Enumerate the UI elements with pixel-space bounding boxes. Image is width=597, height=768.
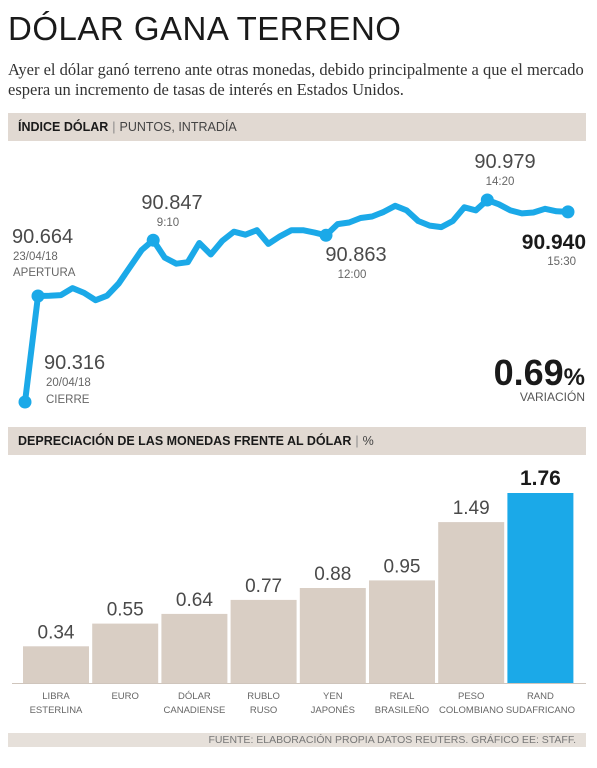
- category-label: PESO: [458, 691, 484, 702]
- category-label: BRASILEÑO: [375, 705, 429, 716]
- bar-value-label: 0.55: [107, 600, 144, 621]
- heading-separator: |: [112, 120, 116, 134]
- bar: [92, 623, 159, 683]
- category-label: CANADIENSE: [164, 705, 226, 716]
- bar: [161, 613, 228, 683]
- highlight-point: [18, 395, 32, 409]
- close-date-label: 20/04/18: [46, 377, 91, 389]
- heading-separator: |: [355, 434, 359, 448]
- variation-box: 0.69% VARIACIÓN: [494, 352, 585, 404]
- midday-time-label: 12:00: [338, 269, 367, 281]
- bar-chart-heading: DEPRECIACIÓN DE LAS MONEDAS FRENTE AL DÓ…: [8, 427, 586, 455]
- last-time-label: 15:30: [547, 256, 576, 268]
- bar: [438, 522, 505, 683]
- high-value-label: 90.979: [474, 151, 535, 173]
- bar-value-label: 1.49: [453, 498, 490, 519]
- bar: [230, 599, 297, 683]
- variation-label: VARIACIÓN: [519, 390, 585, 404]
- category-label: RUBLO: [247, 691, 280, 702]
- bar: [369, 580, 435, 683]
- category-label: RAND: [527, 691, 554, 702]
- bar-value-label: 0.88: [314, 564, 351, 585]
- open-value-label: 90.664: [12, 226, 73, 248]
- highlight-point: [31, 289, 45, 303]
- category-label: YEN: [323, 691, 343, 702]
- high-time-label: 14:20: [486, 176, 515, 188]
- line-chart-heading: ÍNDICE DÓLAR | PUNTOS, INTRADÍA: [8, 113, 586, 141]
- bar-chart-heading-units: %: [362, 434, 374, 448]
- highlight-point: [561, 205, 575, 219]
- open-date-label: 23/04/18: [13, 251, 58, 263]
- bar-value-label: 0.64: [176, 590, 213, 611]
- highlight-point: [480, 193, 494, 207]
- variation-unit: %: [563, 364, 585, 391]
- line-chart-heading-bold: ÍNDICE DÓLAR: [18, 120, 109, 134]
- bar-chart-heading-bold: DEPRECIACIÓN DE LAS MONEDAS FRENTE AL DÓ…: [18, 434, 352, 448]
- close-caption-label: CIERRE: [46, 394, 90, 406]
- category-label: EURO: [111, 691, 138, 702]
- bar-value-label: 0.34: [38, 622, 75, 643]
- bar-value-label: 0.77: [245, 576, 282, 597]
- midday-value-label: 90.863: [325, 244, 386, 266]
- highlight-points: [18, 193, 575, 409]
- category-label: ESTERLINA: [30, 705, 83, 716]
- category-label: JAPONÉS: [311, 705, 355, 716]
- line-chart-heading-units: PUNTOS, INTRADÍA: [119, 120, 237, 134]
- highlight-point: [319, 228, 333, 242]
- category-label: DÓLAR: [178, 691, 211, 702]
- bar: [299, 588, 366, 683]
- intro-text: Ayer el dólar ganó terreno ante otras mo…: [8, 60, 584, 99]
- bar-value-label: 1.76: [520, 467, 561, 490]
- dollar-index-line: [22, 197, 571, 405]
- category-label: RUSO: [250, 705, 277, 716]
- source-note: FUENTE: ELABORACIÓN PROPIA DATOS REUTERS…: [8, 733, 586, 747]
- last-value-label: 90.940: [522, 231, 586, 254]
- dollar-index-line-chart: 90.664 23/04/18 APERTURA 90.316 20/04/18…: [12, 151, 586, 409]
- highlight-point: [146, 233, 160, 247]
- category-label: COLOMBIANO: [439, 705, 503, 716]
- bar-value-label: 0.95: [384, 556, 421, 577]
- category-label: SUDAFRICANO: [506, 705, 575, 716]
- page-title: DÓLAR GANA TERRENO: [8, 10, 402, 47]
- variation-value: 0.69: [493, 352, 564, 393]
- peak-910-time-label: 9:10: [157, 217, 179, 229]
- close-value-label: 90.316: [44, 352, 105, 374]
- bar: [23, 646, 89, 683]
- open-caption-label: APERTURA: [13, 267, 76, 279]
- category-label: REAL: [390, 691, 415, 702]
- peak-910-value-label: 90.847: [141, 192, 202, 214]
- category-label: LIBRA: [42, 691, 70, 702]
- bar: [507, 493, 574, 683]
